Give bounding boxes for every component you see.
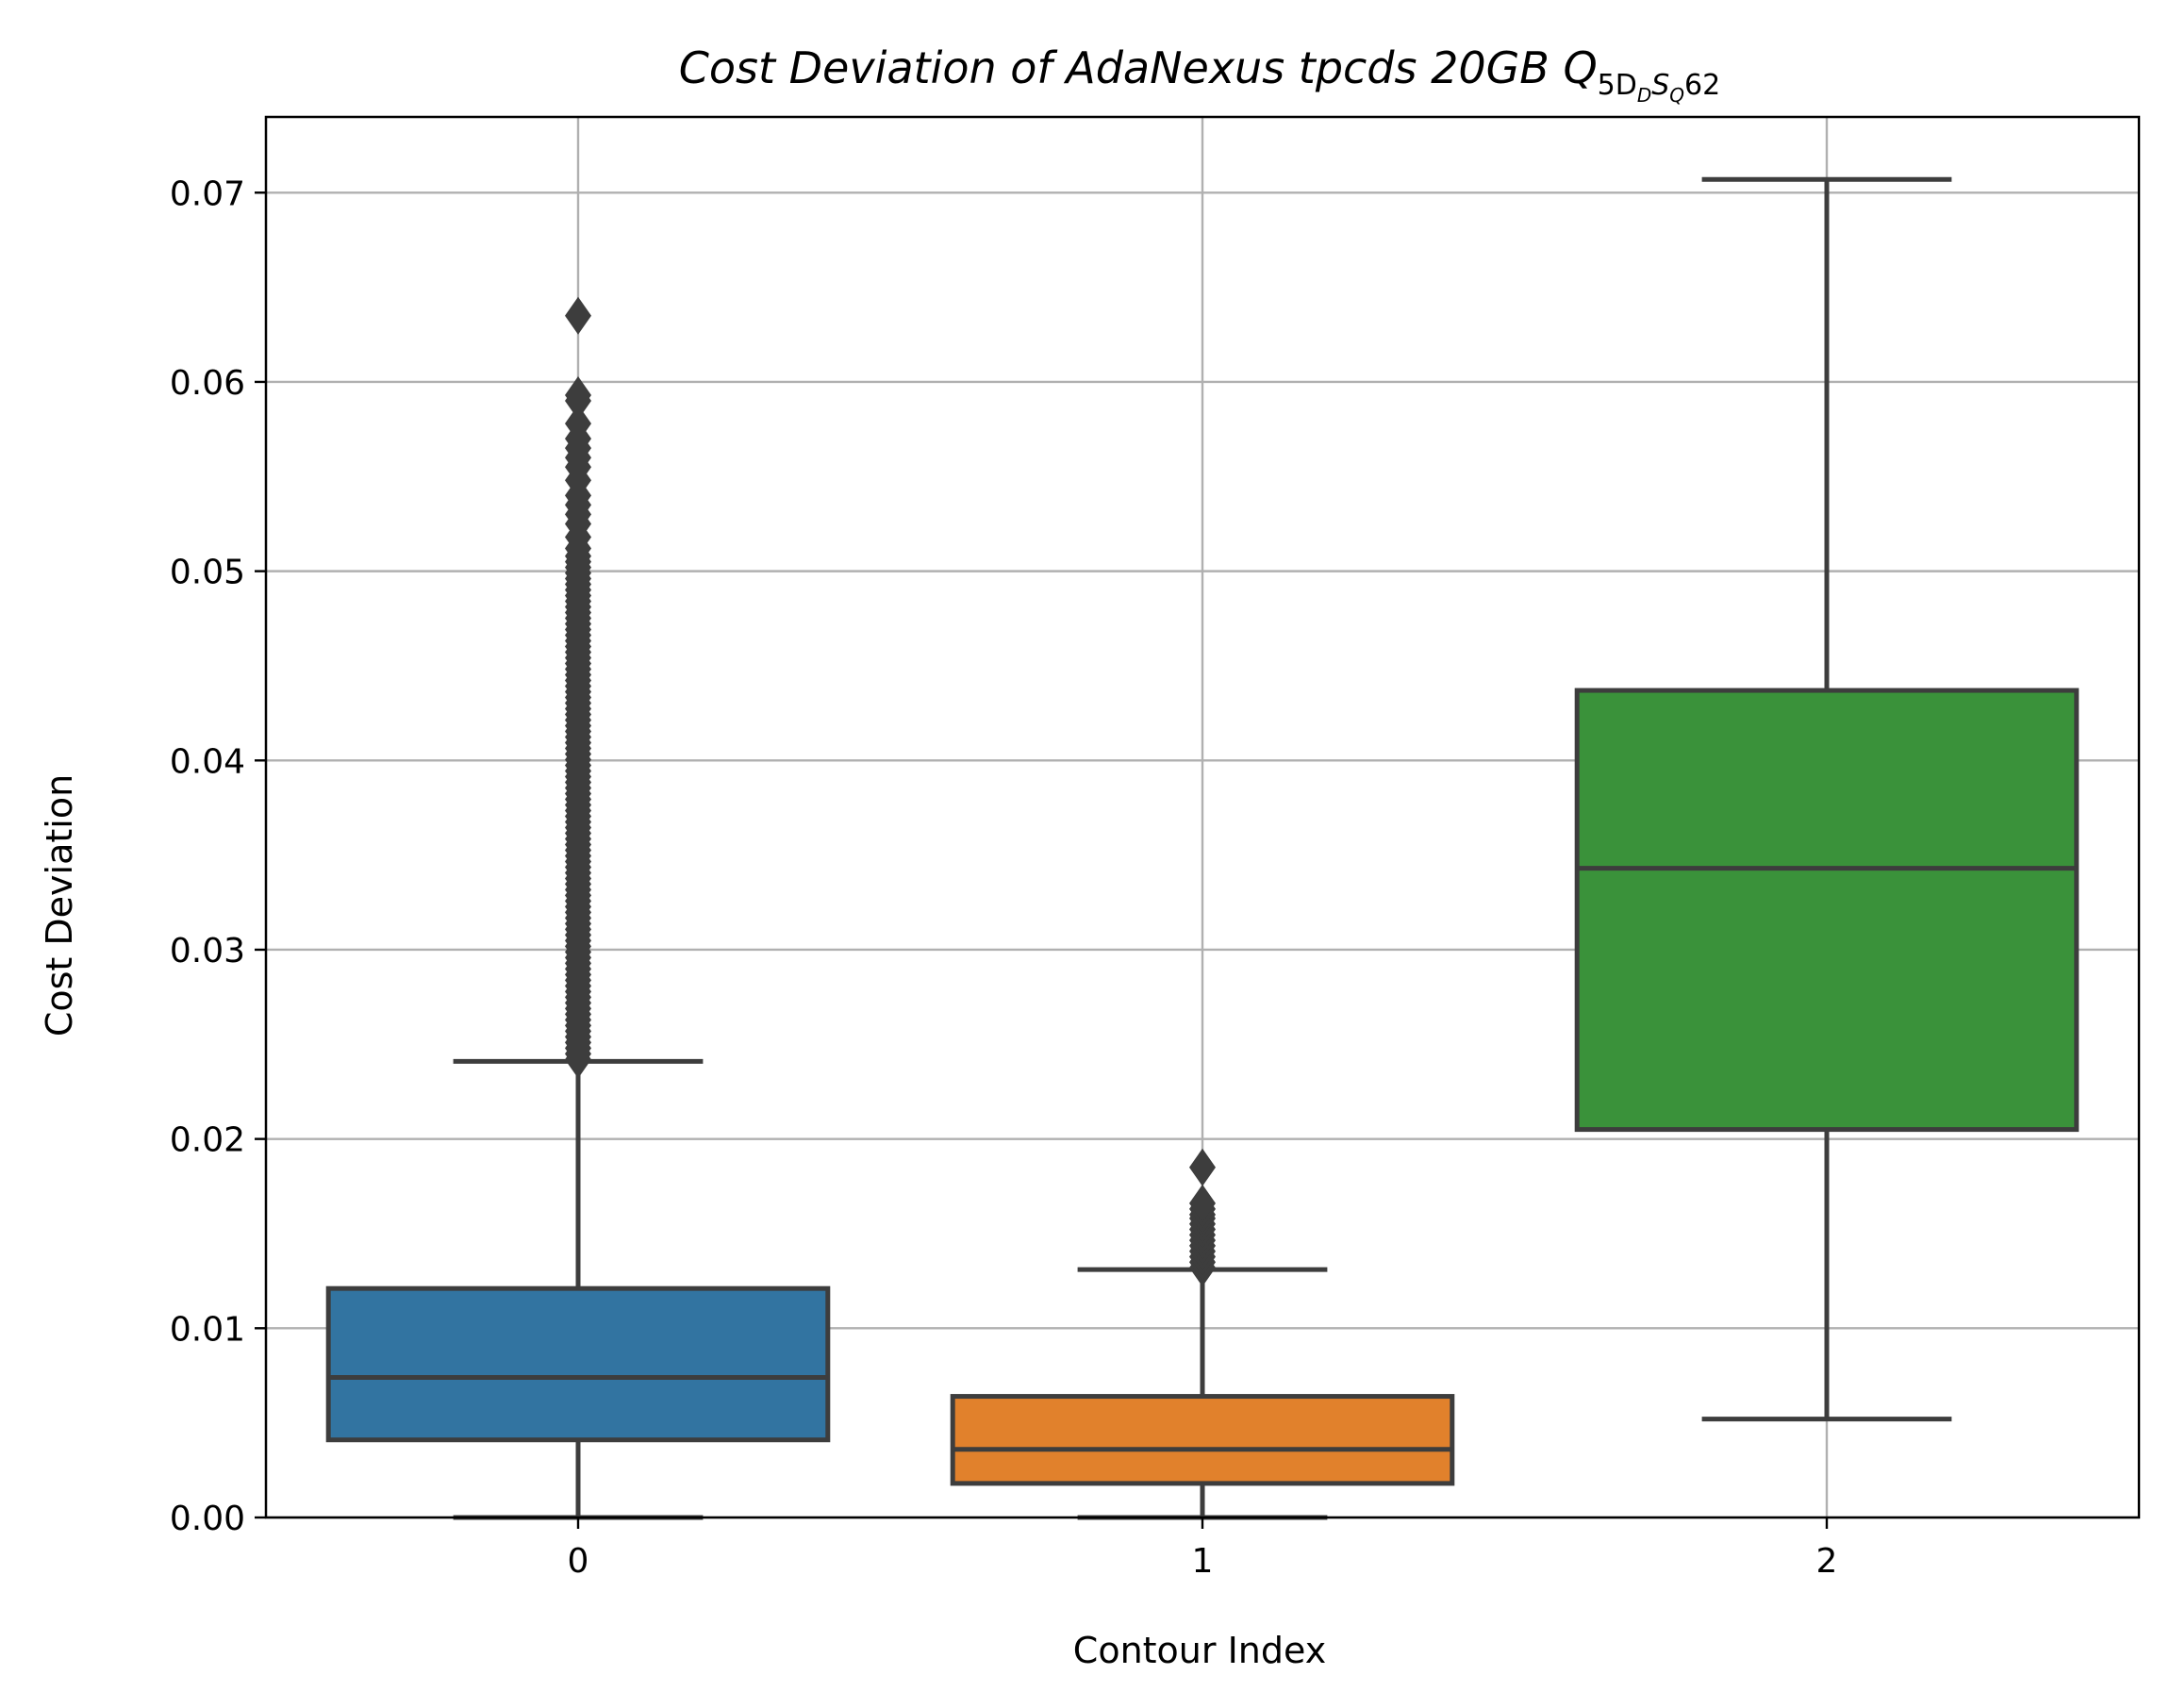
y-axis-ticks: 0.00 0.01 0.02 0.03 0.04 0.05 0.06 0.07: [170, 174, 266, 1538]
box-0: [325, 296, 831, 1520]
y-tick-label-2: 0.02: [170, 1121, 245, 1160]
chart-title-sub4: Q: [1669, 84, 1684, 107]
y-tick-label-5: 0.05: [170, 554, 245, 592]
chart-title-sub: 5D: [1598, 69, 1637, 102]
chart-title-suffix: 62: [1684, 69, 1720, 102]
outlier-0-103: [565, 375, 591, 414]
box-body-2: [1574, 688, 2080, 1133]
x-axis-label: Contour Index: [1073, 1630, 1326, 1671]
chart-title-sub3: S: [1651, 69, 1669, 102]
chart-title-main: Cost Deviation of AdaNexus tpcds 20GB Q: [679, 42, 1598, 93]
y-tick-label-3: 0.03: [170, 932, 245, 970]
x-tick-label-2: 2: [1816, 1542, 1838, 1581]
box-body-1: [950, 1394, 1455, 1486]
outlier-1-12: [1189, 1184, 1216, 1222]
outlier-0-101: [565, 405, 591, 443]
chart-title-sub2: D: [1637, 84, 1651, 107]
y-tick-label-1: 0.01: [170, 1310, 245, 1349]
y-axis-label: Cost Deviation: [39, 774, 80, 1036]
x-axis-ticks: 0 1 2: [568, 1517, 1838, 1581]
box-body-0: [325, 1285, 831, 1443]
chart-title: Cost Deviation of AdaNexus tpcds 20GB Q5…: [679, 42, 1720, 107]
y-tick-label-7: 0.07: [170, 174, 245, 213]
box-series: [325, 176, 2080, 1520]
x-tick-label-0: 0: [568, 1542, 589, 1581]
box-2: [1574, 176, 2080, 1422]
outlier-1-13: [1189, 1148, 1216, 1186]
y-tick-label-6: 0.06: [170, 364, 245, 403]
y-tick-label-0: 0.00: [170, 1500, 245, 1538]
x-tick-label-1: 1: [1192, 1542, 1214, 1581]
y-tick-label-4: 0.04: [170, 742, 245, 781]
outlier-0-104: [565, 296, 591, 335]
